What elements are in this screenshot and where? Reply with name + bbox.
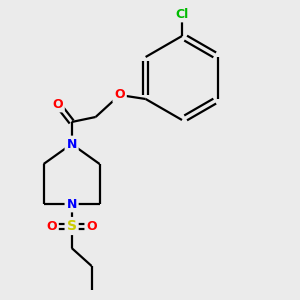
Text: O: O — [52, 98, 63, 110]
Text: O: O — [114, 88, 125, 101]
Text: N: N — [66, 197, 77, 211]
Text: O: O — [86, 220, 97, 232]
Text: S: S — [67, 219, 76, 233]
Text: O: O — [46, 220, 57, 232]
Text: N: N — [66, 137, 77, 151]
Text: Cl: Cl — [176, 8, 189, 20]
